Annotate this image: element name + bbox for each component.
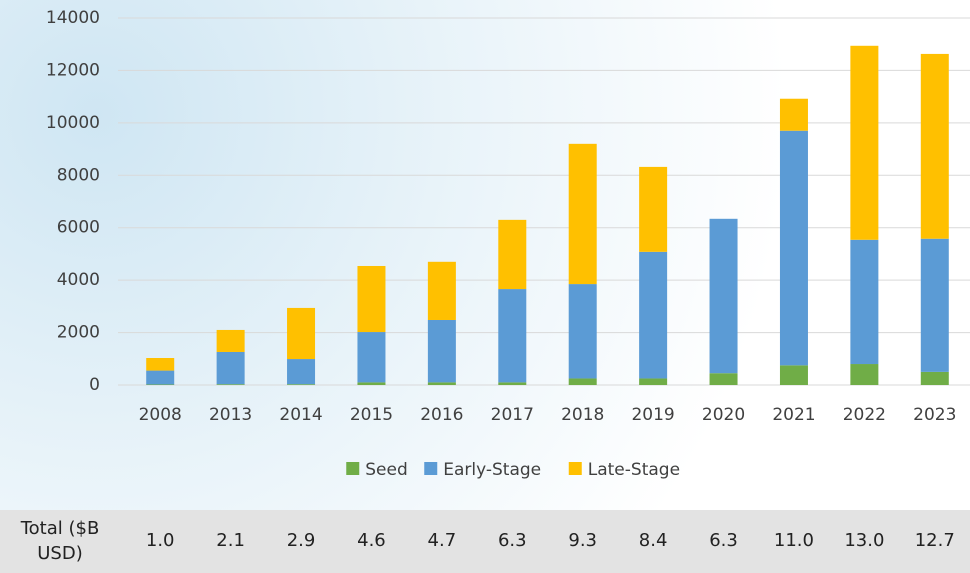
bar-segment: [850, 364, 879, 385]
total-value: 8.4: [638, 530, 668, 551]
chart: 0 2000 4000 6000 8000 10000 12000 14000 2008 2013…: [46, 8, 970, 480]
legend-label: Seed: [365, 460, 408, 480]
y-tick-label: 8000: [57, 165, 100, 185]
total-value: 11.0: [773, 530, 814, 551]
legend-swatch: [568, 462, 582, 475]
x-tick-label: 2021: [772, 405, 815, 425]
bar-segment: [498, 289, 527, 383]
bar-segment: [850, 45, 879, 240]
bar-segment: [427, 319, 456, 383]
bar-segment: [498, 382, 527, 385]
x-tick-label: 2015: [350, 405, 393, 425]
legend-label: Late-Stage: [588, 460, 680, 480]
bar-segment: [568, 143, 597, 285]
y-tick-label: 6000: [57, 218, 100, 238]
x-tick-label: 2018: [561, 405, 604, 425]
bar-segment: [920, 371, 949, 385]
bar-segment: [216, 351, 245, 385]
total-value: 4.7: [427, 530, 457, 551]
bar-segment: [639, 251, 668, 379]
bar-segment: [146, 384, 175, 385]
legend-label: Early-Stage: [443, 460, 541, 480]
bar-segment: [287, 384, 316, 385]
bar-segment: [709, 373, 738, 385]
total-value: 6.3: [709, 530, 738, 551]
bar-segment: [920, 238, 949, 372]
bar-segment: [709, 218, 738, 374]
x-tick-label: 2013: [209, 405, 252, 425]
y-tick-label: 10000: [46, 113, 100, 133]
bar-segment: [568, 378, 597, 385]
y-tick-label: 0: [89, 375, 100, 395]
total-value: 9.3: [568, 530, 598, 551]
totals-table: Total ($B USD) 1.0 2.1 2.9 4.6 4.7 6.3 9.3 8.4 6…: [0, 510, 970, 573]
bar-segment: [357, 332, 386, 383]
total-value: 1.0: [145, 530, 175, 551]
bar-segment: [216, 329, 245, 352]
legend-swatch: [346, 462, 360, 475]
table-label: Total ($B USD): [20, 518, 100, 564]
total-value: 12.7: [914, 530, 955, 551]
x-tick-label: 2022: [843, 405, 886, 425]
legend-swatch: [424, 462, 438, 475]
bar-segment: [357, 265, 386, 333]
y-tick-label: 2000: [57, 323, 100, 343]
bar-segment: [779, 130, 808, 366]
x-tick-label: 2014: [279, 405, 322, 425]
bar-segment: [639, 166, 668, 252]
bar-segment: [427, 261, 456, 320]
bar-segment: [779, 98, 808, 131]
bar-segment: [498, 219, 527, 290]
bar-segment: [427, 382, 456, 385]
bar-segment: [850, 239, 879, 365]
x-tick-label: 2008: [139, 405, 182, 425]
bar-segment: [287, 307, 316, 360]
total-value: 13.0: [844, 530, 885, 551]
x-tick-label: 2020: [702, 405, 745, 425]
bar-segment: [920, 53, 949, 239]
bar-segment: [146, 370, 175, 385]
bar-segment: [287, 359, 316, 385]
bar-segment: [639, 378, 668, 385]
x-tick-label: 2017: [491, 405, 534, 425]
x-tick-label: 2016: [420, 405, 463, 425]
x-tick-label: 2023: [913, 405, 956, 425]
y-tick-label: 12000: [46, 60, 100, 80]
bar-segment: [146, 357, 175, 371]
bar-segment: [568, 284, 597, 379]
total-value: 4.6: [357, 530, 386, 551]
y-tick-label: 14000: [46, 8, 100, 28]
total-value: 2.9: [286, 530, 316, 551]
total-value: 2.1: [216, 530, 245, 551]
bar-segment: [779, 365, 808, 385]
x-tick-label: 2019: [631, 405, 674, 425]
total-value: 6.3: [497, 530, 527, 551]
y-tick-label: 4000: [57, 270, 100, 290]
bar-segment: [216, 384, 245, 385]
bar-segment: [357, 382, 386, 385]
